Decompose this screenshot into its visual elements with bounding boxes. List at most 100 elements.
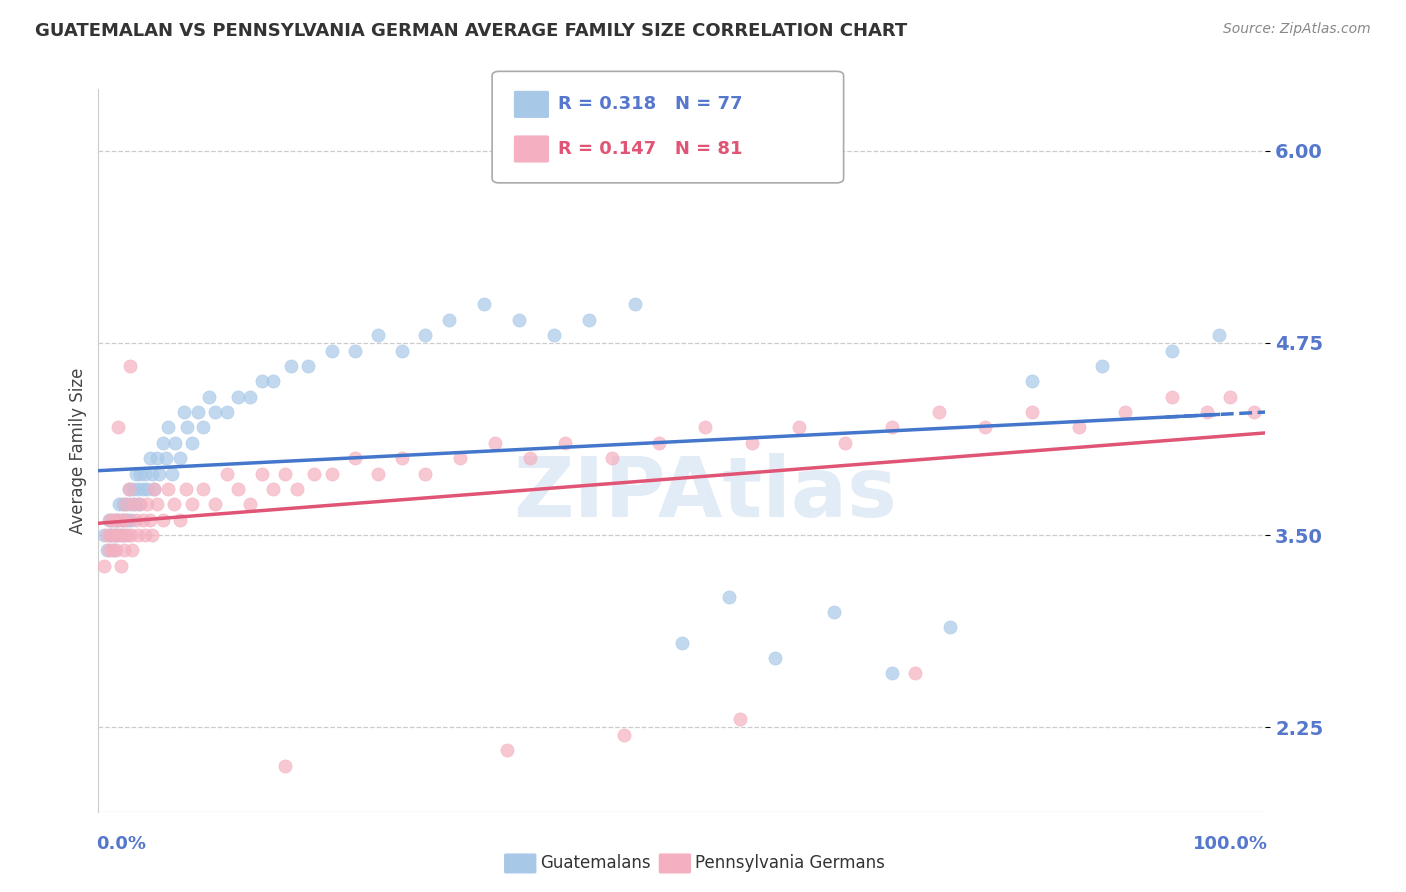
Point <box>187 405 209 419</box>
Point <box>146 497 169 511</box>
Point <box>508 313 530 327</box>
Point <box>717 590 740 604</box>
Point <box>787 420 810 434</box>
Point <box>239 497 262 511</box>
Text: Guatemalans: Guatemalans <box>540 855 651 872</box>
Point <box>108 497 131 511</box>
Point <box>449 451 471 466</box>
Point <box>262 482 284 496</box>
Point <box>165 435 187 450</box>
Point <box>101 543 124 558</box>
Point <box>110 528 132 542</box>
Point <box>939 620 962 634</box>
Point <box>155 451 177 466</box>
Point <box>173 405 195 419</box>
Point <box>148 467 170 481</box>
Point <box>215 467 238 481</box>
Point <box>204 497 226 511</box>
Point <box>143 482 166 496</box>
Point <box>115 497 138 511</box>
Point <box>344 343 367 358</box>
Point <box>613 728 636 742</box>
Point <box>98 528 121 542</box>
Point <box>118 482 141 496</box>
Point <box>1208 328 1230 343</box>
Point <box>391 343 413 358</box>
Point <box>285 482 308 496</box>
Point <box>122 497 145 511</box>
Point <box>600 451 623 466</box>
Point <box>127 528 149 542</box>
Point <box>974 420 997 434</box>
Point <box>93 558 115 573</box>
Point <box>578 313 600 327</box>
Point <box>543 328 565 343</box>
Point <box>274 467 297 481</box>
Point <box>472 297 495 311</box>
Point <box>519 451 541 466</box>
Point <box>413 467 436 481</box>
Point <box>904 666 927 681</box>
Point <box>1114 405 1136 419</box>
Point <box>104 513 127 527</box>
Point <box>1091 359 1114 373</box>
Point <box>104 528 127 542</box>
Point <box>215 405 238 419</box>
Point <box>132 513 155 527</box>
Text: 0.0%: 0.0% <box>96 835 146 853</box>
Point <box>1161 343 1184 358</box>
Point <box>367 467 389 481</box>
Point <box>730 713 752 727</box>
Point <box>823 605 845 619</box>
Point <box>437 313 460 327</box>
Point <box>139 513 162 527</box>
Point <box>484 435 506 450</box>
Point <box>118 359 141 373</box>
Point <box>763 651 786 665</box>
Point <box>146 451 169 466</box>
Point <box>1021 405 1043 419</box>
Point <box>124 497 146 511</box>
Point <box>128 497 150 511</box>
Point <box>321 343 343 358</box>
Point <box>121 543 143 558</box>
Point <box>250 374 273 388</box>
Point <box>193 482 215 496</box>
Point <box>111 528 134 542</box>
Point <box>107 513 129 527</box>
Point <box>97 543 120 558</box>
Point <box>110 558 132 573</box>
Point <box>262 374 284 388</box>
Point <box>391 451 413 466</box>
Point <box>297 359 319 373</box>
Point <box>118 497 141 511</box>
Point <box>1195 405 1218 419</box>
Point <box>624 297 647 311</box>
Point <box>274 758 297 772</box>
Point <box>174 482 197 496</box>
Point <box>129 467 152 481</box>
Point <box>139 451 162 466</box>
Point <box>111 513 134 527</box>
Point <box>125 513 148 527</box>
Point <box>152 435 174 450</box>
Point <box>834 435 856 450</box>
Text: Source: ZipAtlas.com: Source: ZipAtlas.com <box>1223 22 1371 37</box>
Point <box>120 528 142 542</box>
Point <box>880 420 903 434</box>
Text: ZIPAtlas: ZIPAtlas <box>513 453 897 534</box>
Point <box>193 420 215 434</box>
Point <box>96 543 118 558</box>
Point <box>1161 390 1184 404</box>
Y-axis label: Average Family Size: Average Family Size <box>69 368 87 533</box>
Point <box>239 390 262 404</box>
Point <box>228 482 250 496</box>
Point <box>132 482 155 496</box>
Point <box>204 405 226 419</box>
Point <box>103 513 125 527</box>
Point <box>160 467 183 481</box>
Point <box>671 635 693 649</box>
Point <box>96 528 118 542</box>
Point <box>695 420 717 434</box>
Point <box>344 451 367 466</box>
